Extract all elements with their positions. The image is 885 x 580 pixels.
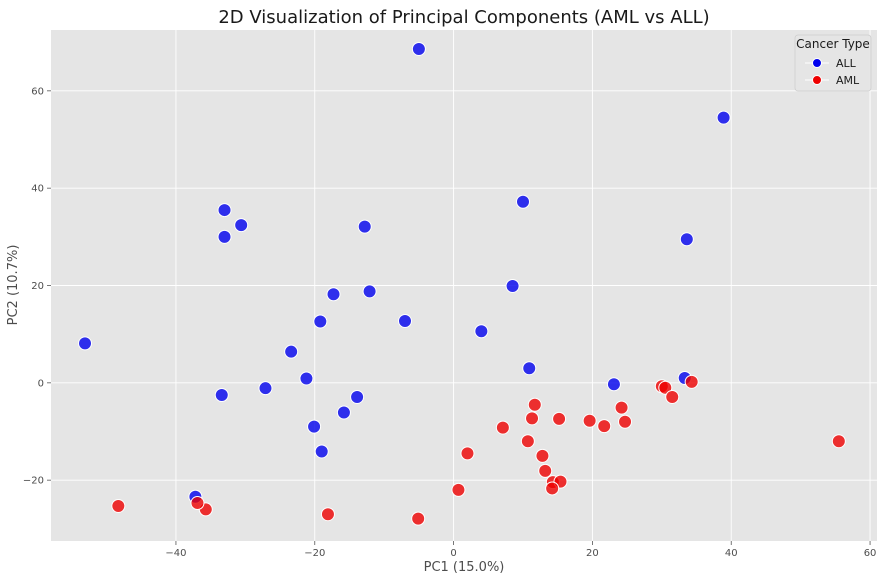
point-all	[350, 389, 365, 404]
x-tick-label: 60	[864, 548, 877, 559]
x-tick-label: 40	[725, 548, 738, 559]
point-aml	[684, 374, 699, 389]
point-all	[217, 229, 232, 244]
x-tick-label: −20	[304, 548, 325, 559]
point-all	[505, 278, 520, 293]
point-aml	[460, 446, 475, 461]
point-all	[78, 336, 93, 351]
y-tick-label: −20	[23, 476, 44, 487]
point-aml	[597, 419, 612, 434]
legend-marker-all	[812, 58, 822, 68]
x-tick-label: 20	[586, 548, 599, 559]
point-aml	[451, 482, 466, 497]
point-all	[522, 361, 537, 376]
point-all	[313, 314, 328, 329]
data-points	[78, 41, 846, 526]
point-aml	[320, 507, 335, 522]
point-aml	[525, 411, 540, 426]
point-all	[474, 324, 489, 339]
point-all	[336, 405, 351, 420]
point-aml	[190, 496, 205, 511]
chart-title: 2D Visualization of Principal Components…	[218, 7, 709, 28]
point-aml	[582, 413, 597, 428]
point-aml	[614, 400, 629, 415]
grid-lines	[51, 30, 877, 541]
y-tick-label: 20	[31, 281, 44, 292]
y-tick-label: 40	[31, 184, 44, 195]
point-all	[516, 194, 530, 209]
point-all	[362, 284, 377, 299]
x-tick-label: 0	[450, 548, 456, 559]
point-aml	[411, 511, 426, 526]
point-all	[606, 377, 621, 392]
point-aml	[538, 463, 553, 478]
point-aml	[545, 481, 560, 496]
point-all	[716, 110, 731, 125]
point-all	[357, 219, 372, 234]
x-tick-label: −40	[165, 548, 186, 559]
point-all	[284, 344, 299, 359]
y-tick-label: 60	[31, 86, 44, 97]
x-axis-ticks: −40 −20 0 20 40 60	[165, 541, 876, 559]
point-aml	[658, 380, 673, 395]
legend-items: ALL AML	[805, 57, 860, 87]
point-all	[217, 203, 232, 218]
point-aml	[618, 414, 633, 429]
y-tick-label: 0	[38, 378, 44, 389]
point-aml	[535, 448, 550, 463]
point-all	[234, 218, 249, 233]
point-aml	[527, 397, 542, 412]
point-aml	[665, 389, 680, 404]
point-all	[299, 371, 314, 386]
point-aml	[552, 411, 567, 426]
point-all	[398, 314, 412, 329]
y-axis-label: PC2 (10.7%)	[6, 245, 21, 326]
point-aml	[520, 434, 535, 449]
legend-marker-aml	[812, 75, 822, 85]
point-all	[307, 419, 322, 434]
point-aml	[831, 434, 846, 449]
point-aml	[495, 420, 510, 435]
point-all	[326, 287, 341, 302]
point-aml	[111, 498, 126, 513]
x-axis-label: PC1 (15.0%)	[424, 560, 505, 575]
legend-label-all: ALL	[836, 57, 857, 70]
legend-label-aml: AML	[836, 74, 860, 87]
point-all	[314, 444, 329, 459]
point-all	[411, 41, 426, 56]
point-all	[214, 388, 229, 402]
point-all	[258, 381, 273, 396]
point-all	[679, 232, 694, 247]
legend: Cancer Type ALL AML	[794, 34, 872, 92]
y-axis-ticks: −20 0 20 40 60	[23, 86, 51, 487]
legend-title: Cancer Type	[796, 37, 870, 51]
